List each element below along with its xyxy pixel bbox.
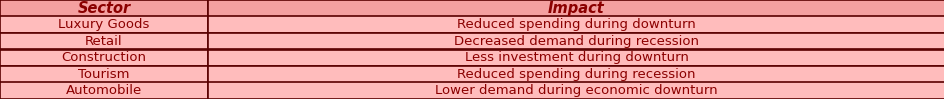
- Bar: [0, 0, 208, 17]
- Bar: [208, 33, 944, 50]
- Bar: [208, 50, 944, 66]
- Text: Retail: Retail: [85, 35, 123, 48]
- Text: Luxury Goods: Luxury Goods: [59, 18, 149, 31]
- Text: Reduced spending during downturn: Reduced spending during downturn: [457, 18, 695, 31]
- Text: Reduced spending during recession: Reduced spending during recession: [457, 68, 695, 81]
- Bar: [0, 66, 208, 82]
- Text: Less investment during downturn: Less investment during downturn: [464, 51, 687, 64]
- Bar: [208, 17, 944, 33]
- Text: Construction: Construction: [61, 51, 146, 64]
- Bar: [0, 33, 208, 50]
- Text: Lower demand during economic downturn: Lower demand during economic downturn: [434, 84, 717, 97]
- Bar: [208, 66, 944, 82]
- Text: Automobile: Automobile: [66, 84, 142, 97]
- Bar: [0, 82, 208, 99]
- Text: Decreased demand during recession: Decreased demand during recession: [453, 35, 699, 48]
- Text: Tourism: Tourism: [78, 68, 129, 81]
- Text: Sector: Sector: [77, 1, 130, 16]
- Text: Impact: Impact: [548, 1, 604, 16]
- Bar: [208, 82, 944, 99]
- Bar: [0, 50, 208, 66]
- Bar: [0, 17, 208, 33]
- Bar: [208, 0, 944, 17]
